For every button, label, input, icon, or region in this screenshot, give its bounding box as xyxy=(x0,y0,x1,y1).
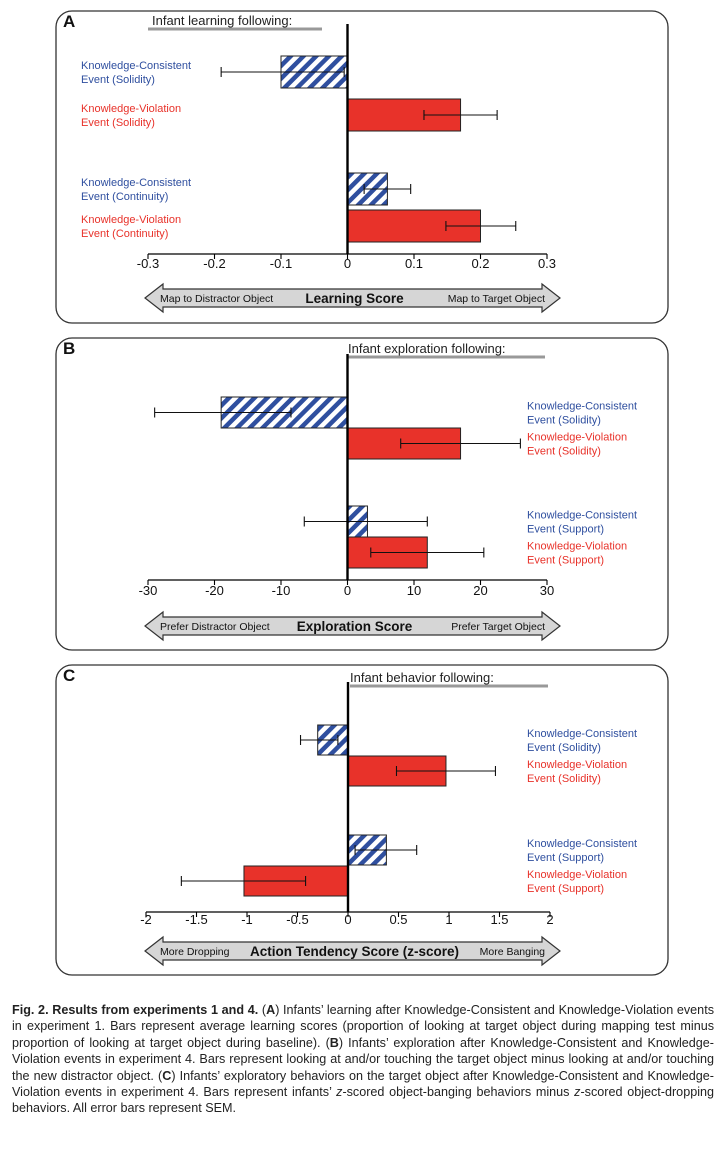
figure-caption: Fig. 2. Results from experiments 1 and 4… xyxy=(12,1002,714,1117)
caption-figure-label: Fig. 2. Results from experiments 1 and 4… xyxy=(12,1003,259,1017)
bar-label: Event (Solidity) xyxy=(527,446,601,458)
bar-label: Knowledge-Violation xyxy=(81,214,181,226)
x-axis-label: Learning Score xyxy=(305,291,404,306)
x-tick-label: -10 xyxy=(272,583,291,598)
bar-label: Event (Support) xyxy=(527,852,604,864)
bar-label: Knowledge-Consistent xyxy=(527,510,637,522)
caption-text-c3: -scored object-dropping behaviors. All e… xyxy=(12,1085,715,1116)
bar-label: Event (Support) xyxy=(527,883,604,895)
x-tick-label: 1.5 xyxy=(490,912,508,927)
caption-panel-letter-a: A xyxy=(266,1003,276,1017)
x-tick-label: 0.2 xyxy=(471,256,489,271)
caption-z-italic: z xyxy=(574,1085,581,1100)
panel-c: C Infant behavior following: Knowledge-Con… xyxy=(55,664,669,976)
panel-letter: A xyxy=(63,12,75,31)
score-arrow xyxy=(144,282,561,314)
panel-title: Infant behavior following: xyxy=(350,670,494,685)
panel-letter: B xyxy=(63,339,75,358)
arrow-left-label: Prefer Distractor Object xyxy=(160,621,270,633)
bar-label: Event (Support) xyxy=(527,524,604,536)
bar-label: Event (Continuity) xyxy=(81,191,168,203)
bar-label: Event (Solidity) xyxy=(527,773,601,785)
bar-label: Knowledge-Consistent xyxy=(527,401,637,413)
score-arrow xyxy=(144,935,561,967)
bar-label: Event (Continuity) xyxy=(81,228,168,240)
arrow-left-label: More Dropping xyxy=(160,946,230,958)
bar-label: Knowledge-Violation xyxy=(527,759,627,771)
bar-label: Event (Solidity) xyxy=(81,74,155,86)
arrow-right-label: Prefer Target Object xyxy=(451,621,545,633)
figure: A Infant learning following: Knowledge-Con… xyxy=(55,10,669,976)
score-arrow xyxy=(144,610,561,642)
caption-text-a: ) Infants’ learning after Knowledge-Cons… xyxy=(12,1003,714,1050)
bar-label: Event (Support) xyxy=(527,555,604,567)
x-tick-label: -0.1 xyxy=(270,256,292,271)
panel-a: A Infant learning following: Knowledge-Con… xyxy=(55,10,669,324)
bar-label: Knowledge-Violation xyxy=(81,103,181,115)
bar-label: Knowledge-Violation xyxy=(527,432,627,444)
bar-label: Knowledge-Consistent xyxy=(81,60,191,72)
caption-z-italic: z xyxy=(336,1085,343,1100)
panel-frame xyxy=(55,664,669,976)
bar-label: Knowledge-Consistent xyxy=(527,728,637,740)
panel-letter: C xyxy=(63,666,75,685)
x-tick-label: -0.3 xyxy=(137,256,159,271)
panel-frame xyxy=(55,10,669,324)
caption-panel-letter-c: C xyxy=(162,1068,172,1083)
bar-label: Event (Solidity) xyxy=(527,742,601,754)
arrow-right-label: Map to Target Object xyxy=(448,293,545,305)
x-tick-label: 0.5 xyxy=(389,912,407,927)
x-tick-label: 10 xyxy=(407,583,421,598)
x-tick-label: 30 xyxy=(540,583,554,598)
bar-label: Knowledge-Violation xyxy=(527,869,627,881)
x-tick-label: 0 xyxy=(344,583,351,598)
panel-b: B Infant exploration following: Knowledge-… xyxy=(55,337,669,651)
bar-label: Knowledge-Violation xyxy=(527,541,627,553)
caption-text-c2: -scored object-banging behaviors minus xyxy=(342,1085,575,1100)
bar-label: Event (Solidity) xyxy=(527,415,601,427)
arrow-left-label: Map to Distractor Object xyxy=(160,293,273,305)
panel-title: Infant learning following: xyxy=(152,13,292,28)
x-tick-label: 20 xyxy=(473,583,487,598)
arrow-right-label: More Banging xyxy=(480,946,546,958)
x-tick-label: 0 xyxy=(344,912,351,927)
caption-text-b: ) Infants’ exploration after Knowledge-C… xyxy=(12,1035,714,1083)
caption-text-c: ) Infants’ exploratory behaviors on the … xyxy=(12,1068,714,1100)
bar-label: Knowledge-Consistent xyxy=(81,177,191,189)
x-axis-label: Exploration Score xyxy=(297,619,413,634)
x-tick-label: 0.1 xyxy=(405,256,423,271)
x-tick-label: -2 xyxy=(140,912,152,927)
bar-label: Knowledge-Consistent xyxy=(527,838,637,850)
bar-label: Event (Solidity) xyxy=(81,117,155,129)
x-tick-label: 2 xyxy=(546,912,553,927)
panel-frame xyxy=(55,337,669,651)
panel-title: Infant exploration following: xyxy=(348,341,506,356)
x-tick-label: -1.5 xyxy=(185,912,207,927)
x-tick-label: 1 xyxy=(445,912,452,927)
x-axis-label: Action Tendency Score (z-score) xyxy=(250,944,459,959)
x-tick-label: -1 xyxy=(241,912,253,927)
x-tick-label: -0.2 xyxy=(203,256,225,271)
x-tick-label: -30 xyxy=(139,583,158,598)
x-tick-label: -0.5 xyxy=(286,912,308,927)
caption-panel-letter-b: B xyxy=(329,1035,339,1050)
x-tick-label: 0.3 xyxy=(538,256,556,271)
x-tick-label: -20 xyxy=(205,583,224,598)
x-tick-label: 0 xyxy=(344,256,351,271)
caption-text: ( xyxy=(258,1003,267,1017)
